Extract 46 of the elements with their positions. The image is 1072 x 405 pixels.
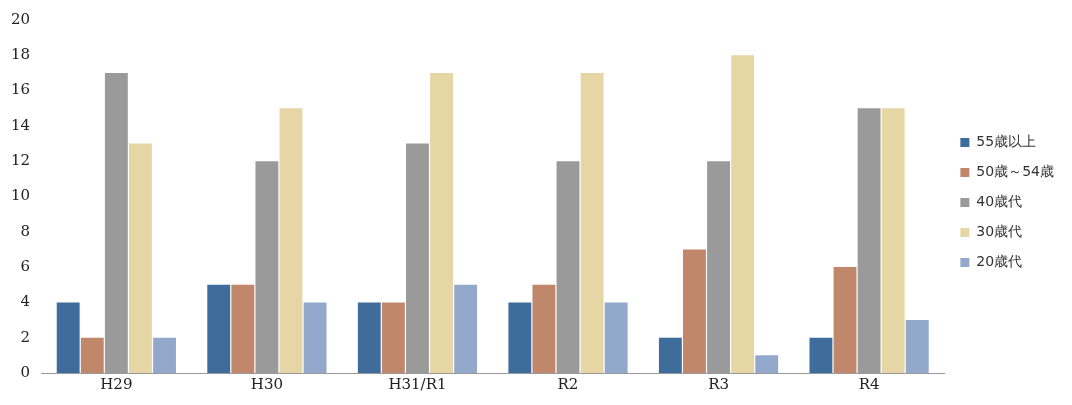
bar	[881, 108, 905, 373]
y-tick-label: 2	[20, 327, 31, 346]
legend-label: 20歳代	[976, 253, 1023, 270]
x-tick-label: R4	[858, 374, 880, 393]
legend-label: 40歳代	[976, 193, 1023, 210]
bar	[381, 302, 405, 373]
x-tick-label: R3	[708, 374, 729, 393]
legend-label: 30歳代	[976, 223, 1023, 240]
y-tick-label: 18	[10, 45, 31, 64]
bar	[430, 72, 453, 373]
bar	[454, 284, 478, 373]
bar	[809, 337, 833, 373]
y-tick-label: 16	[10, 80, 31, 99]
bar	[56, 302, 80, 373]
bar	[755, 355, 779, 373]
x-tick-label: H29	[100, 374, 133, 393]
bar	[658, 337, 682, 373]
bar	[153, 337, 176, 373]
y-tick-label: 8	[20, 221, 31, 240]
bar	[231, 284, 255, 373]
bar	[207, 284, 231, 373]
bar	[580, 72, 604, 373]
bar	[833, 267, 857, 373]
x-tick-label: R2	[557, 374, 579, 393]
bar	[357, 302, 381, 373]
y-tick-label: 4	[20, 292, 31, 311]
bar	[80, 337, 104, 373]
legend-label: 55歳以上	[976, 133, 1037, 150]
y-tick-label: 6	[20, 256, 31, 275]
y-tick-label: 14	[10, 115, 31, 134]
bar	[683, 249, 706, 373]
bar	[303, 302, 327, 373]
x-tick-label: H30	[250, 374, 283, 393]
y-tick-label: 10	[10, 186, 31, 205]
y-tick-label: 20	[10, 9, 31, 28]
bar	[279, 108, 303, 373]
bar	[604, 302, 628, 373]
bar	[508, 302, 532, 373]
y-tick-label: 0	[20, 362, 31, 381]
bar	[532, 284, 556, 373]
bar	[731, 55, 755, 373]
bar	[905, 320, 929, 373]
x-tick-label: H31/R1	[388, 374, 447, 393]
bar	[129, 143, 152, 373]
y-tick-label: 12	[10, 151, 31, 170]
legend-label: 50歳～54歳	[976, 163, 1055, 180]
